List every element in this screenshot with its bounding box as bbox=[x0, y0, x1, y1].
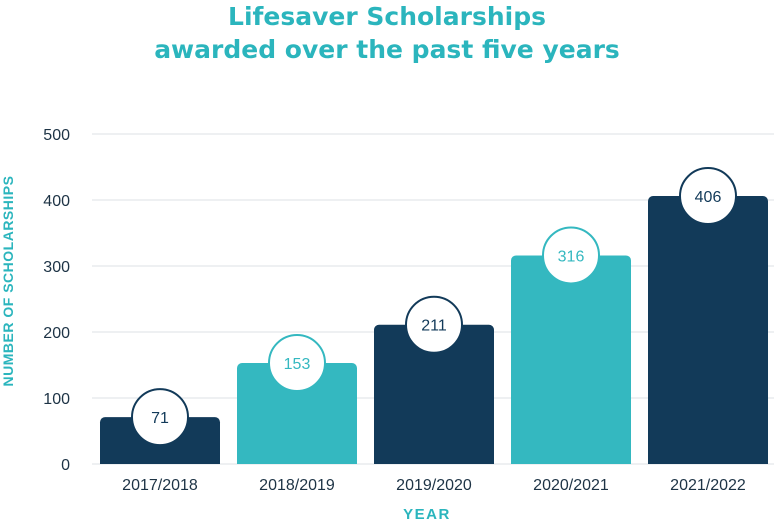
bar bbox=[648, 196, 768, 465]
value-badge bbox=[405, 295, 463, 354]
x-tick-label: 2021/2022 bbox=[670, 477, 746, 494]
data-label: 153 bbox=[284, 356, 311, 373]
value-badge bbox=[679, 167, 737, 226]
x-tick-label: 2020/2021 bbox=[533, 477, 609, 494]
bar-base bbox=[648, 458, 768, 464]
chart-title-line-2: awarded over the past five years bbox=[154, 35, 620, 64]
bars: 71 153 211 316 406 bbox=[100, 167, 768, 465]
y-axis-title: NUMBER OF SCHOLARSHIPS bbox=[0, 176, 16, 387]
y-tick-label: 500 bbox=[43, 127, 70, 144]
data-label: 211 bbox=[421, 318, 447, 335]
value-badge bbox=[131, 388, 189, 447]
bar-base bbox=[511, 458, 631, 464]
bar-base bbox=[374, 458, 494, 464]
data-label: 406 bbox=[695, 189, 722, 206]
y-tick-label: 300 bbox=[43, 259, 70, 276]
y-tick-label: 0 bbox=[61, 457, 70, 474]
bar bbox=[237, 363, 357, 464]
bar-base bbox=[100, 458, 220, 464]
x-tick-label: 2018/2019 bbox=[259, 477, 335, 494]
y-axis-ticks: 0 100 200 300 400 500 bbox=[43, 127, 70, 474]
x-tick-label: 2019/2020 bbox=[396, 477, 472, 494]
data-label: 71 bbox=[151, 410, 169, 427]
data-label: 316 bbox=[558, 248, 585, 265]
chart-title: Lifesaver Scholarships awarded over the … bbox=[0, 0, 774, 66]
x-tick-label: 2017/2018 bbox=[122, 477, 198, 494]
value-badge bbox=[542, 226, 600, 285]
y-tick-label: 400 bbox=[43, 193, 70, 210]
x-axis-title: YEAR bbox=[403, 506, 451, 523]
bar bbox=[511, 255, 631, 464]
y-tick-label: 100 bbox=[43, 391, 70, 408]
chart-title-line-1: Lifesaver Scholarships bbox=[228, 2, 546, 31]
value-badge bbox=[268, 334, 326, 393]
bar bbox=[374, 324, 494, 464]
x-axis-ticks: 2017/2018 2018/2019 2019/2020 2020/2021 2021… bbox=[122, 477, 746, 494]
bar-base bbox=[237, 458, 357, 464]
y-tick-label: 200 bbox=[43, 325, 70, 342]
